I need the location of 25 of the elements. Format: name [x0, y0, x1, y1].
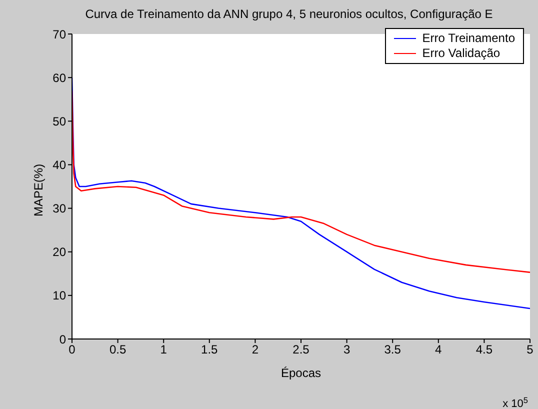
y-tick-label: 60 — [52, 70, 66, 85]
x-tick-label: 1 — [160, 342, 168, 357]
x-tick-label: 0.5 — [109, 342, 126, 357]
x-axis-title: Épocas — [280, 366, 322, 380]
x-tick-label: 4 — [435, 342, 442, 357]
text: x 10$^{5}$ — [502, 396, 528, 409]
x-tick-label: 0 — [68, 342, 76, 357]
y-tick-label: 40 — [52, 158, 66, 172]
x-tick-label: 3.5 — [384, 342, 402, 357]
x-tick-label: 2.5 — [292, 342, 310, 357]
y-tick-label: 50 — [52, 114, 66, 128]
x-tick-label: 5 — [526, 342, 534, 357]
y-tick-label: 30 — [52, 202, 66, 216]
y-axis-title: MAPE(%) — [31, 164, 46, 216]
x-tick-label: 4.5 — [476, 342, 493, 357]
x-tick-label: 1.5 — [201, 342, 218, 357]
x-tick-label: 2 — [252, 342, 259, 357]
x-tick-label: 3 — [343, 342, 350, 357]
y-tick-label: 70 — [52, 27, 66, 42]
chart-title: Curva de Treinamento da ANN grupo 4, 5 neuronios ocultos, Configuração E — [85, 7, 493, 21]
y-tick-label: 0 — [59, 332, 66, 346]
y-tick-label: 20 — [52, 245, 66, 260]
legend-label: Erro Treinamento — [422, 31, 515, 46]
legend-label: Erro Validação — [422, 46, 500, 61]
y-tick-label: 10 — [52, 288, 66, 303]
